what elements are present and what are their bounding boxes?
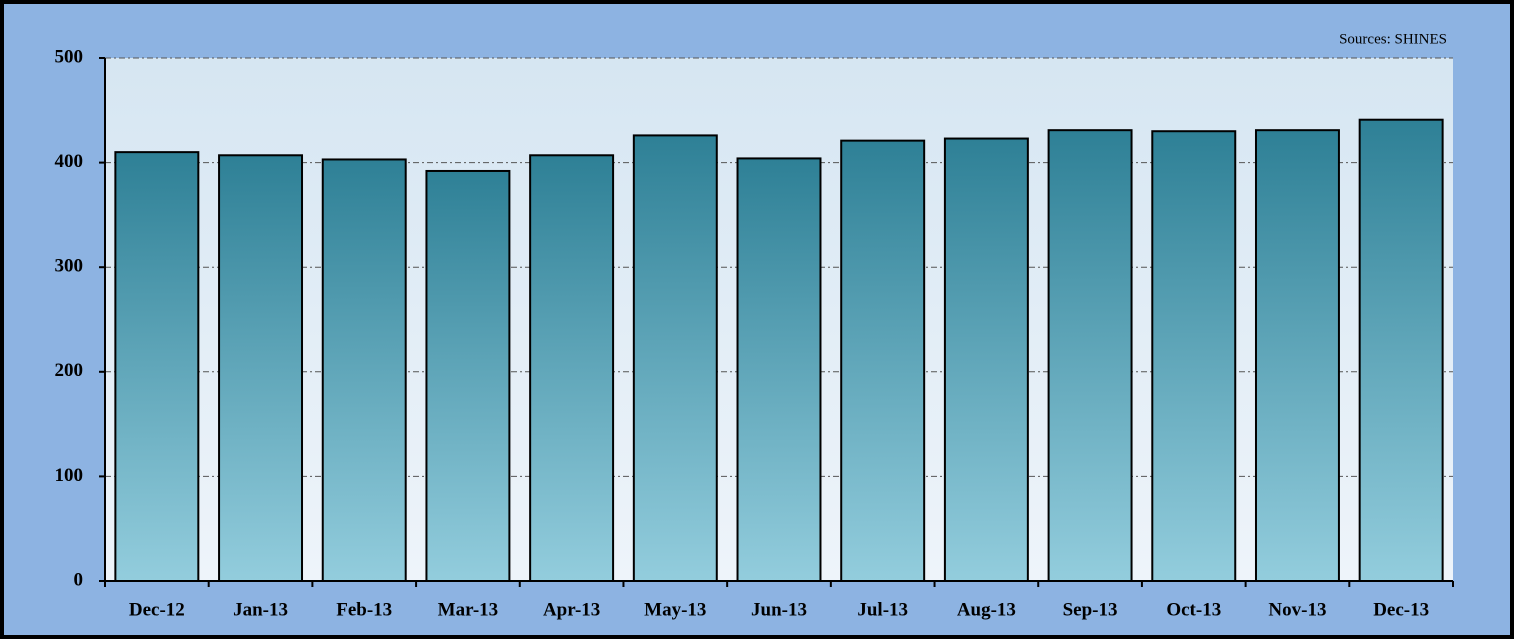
x-tick-label: Mar-13 — [438, 599, 499, 620]
annotation: Sources: SHINES — [1339, 31, 1447, 47]
bar — [1358, 118, 1444, 583]
bar — [1047, 129, 1133, 582]
x-tick-label: Apr-13 — [543, 599, 600, 620]
bar — [321, 158, 407, 582]
x-tick-label: Dec-12 — [129, 599, 185, 620]
y-tick-label: 400 — [55, 151, 84, 172]
y-tick-label: 300 — [55, 256, 84, 277]
x-tick-label: Oct-13 — [1166, 599, 1221, 620]
bar — [218, 154, 304, 582]
bar — [632, 134, 718, 583]
bar — [1151, 130, 1237, 582]
bar — [943, 137, 1029, 583]
x-tick-label: Dec-13 — [1373, 599, 1429, 620]
x-tick-label: Jun-13 — [751, 599, 807, 620]
x-tick-label: Aug-13 — [957, 599, 1016, 620]
bar — [736, 157, 822, 583]
y-tick-label: 500 — [55, 46, 84, 67]
bar — [1254, 129, 1340, 582]
y-tick-label: 100 — [55, 465, 84, 486]
x-tick-label: Sep-13 — [1063, 599, 1118, 620]
x-tick-label: Nov-13 — [1268, 599, 1326, 620]
x-tick-label: Jul-13 — [857, 599, 908, 620]
bar — [840, 139, 926, 582]
bar — [114, 151, 200, 582]
bar — [425, 169, 511, 583]
x-tick-label: Jan-13 — [233, 599, 288, 620]
y-tick-label: 0 — [74, 569, 84, 590]
x-tick-label: May-13 — [644, 599, 706, 620]
x-tick-label: Feb-13 — [336, 599, 392, 620]
bar — [529, 154, 615, 582]
y-tick-label: 200 — [55, 360, 84, 381]
